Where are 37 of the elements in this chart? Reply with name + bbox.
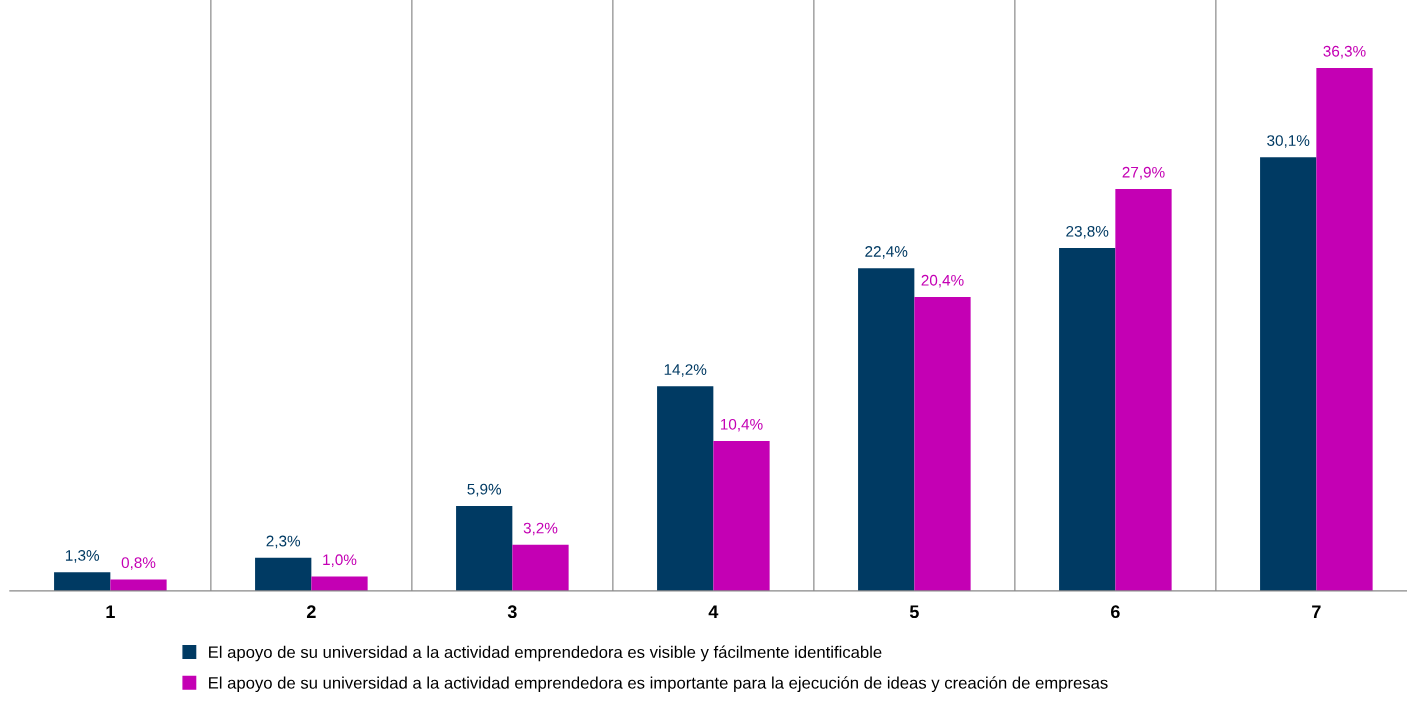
- data-label: 20,4%: [921, 274, 964, 288]
- bar: [713, 441, 770, 591]
- bar: [657, 386, 714, 591]
- x-tick-label: 4: [708, 605, 719, 618]
- data-label: 36,3%: [1323, 45, 1366, 59]
- bar: [255, 557, 312, 591]
- x-tick-label: 7: [1312, 605, 1321, 618]
- data-label: 14,2%: [664, 364, 707, 377]
- data-label: 3,2%: [523, 522, 558, 536]
- x-tick-label: 6: [1110, 605, 1120, 619]
- data-label: 23,8%: [1066, 225, 1109, 239]
- x-tick-label: 2: [306, 605, 316, 618]
- data-label: 2,3%: [266, 535, 301, 549]
- data-label: 30,1%: [1267, 135, 1310, 148]
- bar: [858, 268, 915, 591]
- x-tick-label: 5: [909, 605, 919, 619]
- bar: [1316, 67, 1373, 591]
- legend-label: El apoyo de su universidad a la actividad emprendedora es importante para la ejecución de ideas y creación de empresas: [209, 676, 1108, 693]
- x-tick-label: 1: [106, 605, 115, 618]
- bar: [1059, 248, 1116, 591]
- bar: [54, 572, 111, 591]
- bar: [914, 297, 971, 591]
- data-label: 10,4%: [721, 418, 763, 432]
- data-label: 1,0%: [323, 554, 357, 567]
- bar: [512, 544, 569, 591]
- bar: [110, 579, 167, 591]
- bar: [456, 505, 513, 591]
- data-label: 1,3%: [65, 550, 100, 563]
- data-label: 0,8%: [121, 557, 156, 570]
- bar: [1115, 188, 1172, 591]
- data-label: 5,9%: [467, 483, 502, 497]
- x-tick-label: 3: [507, 605, 517, 619]
- data-label: 22,4%: [865, 246, 908, 259]
- legend-label: El apoyo de su universidad a la actividad emprendedora es visible y fácilmente identificable: [209, 645, 882, 662]
- bar: [311, 576, 368, 591]
- bar: [1260, 157, 1317, 591]
- data-label: 27,9%: [1122, 166, 1165, 180]
